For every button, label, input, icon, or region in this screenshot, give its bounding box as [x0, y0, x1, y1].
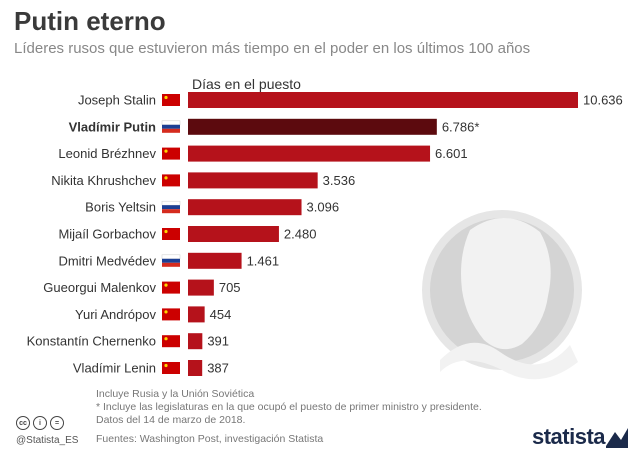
category-label: Boris Yeltsin: [85, 200, 156, 215]
cc-icon: cc: [16, 416, 30, 430]
russia-flag-icon: [162, 205, 180, 210]
value-label: 387: [207, 361, 229, 376]
bar: [188, 252, 242, 269]
value-label: 6.786*: [442, 119, 480, 134]
category-label: Mijaíl Gorbachov: [58, 227, 156, 242]
category-label: Nikita Khrushchev: [51, 173, 156, 188]
chart-subtitle: Líderes rusos que estuvieron más tiempo …: [14, 40, 531, 57]
axis-title: Días en el puesto: [192, 76, 301, 92]
creative-commons-badge[interactable]: cc i =: [16, 416, 64, 430]
twitter-handle[interactable]: @Statista_ES: [16, 435, 79, 446]
ussr-flag-icon: [162, 335, 180, 348]
value-label: 3.096: [307, 200, 340, 215]
ussr-flag-icon: [164, 229, 168, 234]
category-label: Konstantín Chernenko: [27, 334, 156, 349]
russia-flag-icon: [162, 124, 180, 129]
value-label: 391: [207, 334, 229, 349]
value-label: 6.601: [435, 146, 468, 161]
category-label: Dmitri Medvédev: [58, 253, 156, 268]
footnotes: Incluye Rusia y la Unión Soviética * Inc…: [96, 388, 482, 427]
category-label: Gueorgui Malenkov: [43, 280, 156, 295]
bar: [188, 92, 578, 108]
category-label: Vladímir Putin: [69, 119, 156, 134]
ussr-flag-icon: [164, 337, 168, 341]
ussr-flag-icon: [162, 281, 180, 294]
category-label: Vladímir Lenin: [73, 361, 156, 376]
category-label: Joseph Stalin: [78, 93, 156, 108]
value-label: 3.536: [323, 173, 356, 188]
ussr-flag-icon: [162, 308, 180, 321]
no-derivatives-icon: =: [50, 416, 64, 430]
bar: [188, 145, 431, 162]
bar: [188, 333, 203, 350]
ussr-flag-icon: [164, 95, 168, 100]
ussr-flag-icon: [162, 147, 180, 160]
bar: [188, 172, 318, 189]
statista-logo[interactable]: statista: [532, 424, 606, 449]
ussr-flag-icon: [164, 310, 168, 314]
ussr-flag-icon: [162, 228, 180, 240]
ussr-flag-icon: [162, 174, 180, 187]
value-label: 705: [219, 280, 241, 295]
russia-flag-icon: [162, 209, 180, 214]
ussr-flag-icon: [162, 94, 180, 106]
bar: [188, 279, 214, 296]
ussr-flag-icon: [164, 149, 168, 153]
note-line: Incluye Rusia y la Unión Soviética: [96, 388, 255, 400]
statista-logo-icon: [606, 428, 628, 448]
ussr-flag-icon: [164, 363, 168, 368]
value-label: 1.461: [247, 253, 280, 268]
ussr-flag-icon: [164, 176, 168, 180]
russia-flag-icon: [162, 262, 180, 267]
ussr-flag-icon: [164, 283, 168, 287]
value-label: 10.636: [583, 93, 623, 108]
putin-silhouette-icon: [422, 210, 582, 380]
bar: [188, 118, 437, 135]
attribution-icon: i: [33, 416, 47, 430]
note-line: Datos del 14 de marzo de 2018.: [96, 414, 246, 426]
bar: [188, 360, 203, 376]
category-label: Leonid Brézhnev: [58, 146, 156, 161]
bar: [188, 226, 279, 242]
russia-flag-icon: [161, 200, 181, 206]
russia-flag-icon: [162, 258, 180, 263]
bar: [188, 306, 205, 323]
category-label: Yuri Andrópov: [75, 307, 156, 322]
value-label: 454: [210, 307, 232, 322]
russia-flag-icon: [161, 120, 181, 126]
source-text: Fuentes: Washington Post, investigación …: [96, 433, 324, 445]
russia-flag-icon: [162, 128, 180, 133]
note-line: * Incluye las legislaturas en la que ocu…: [96, 401, 482, 413]
bar: [188, 199, 302, 216]
chart-title: Putin eterno: [14, 6, 166, 36]
ussr-flag-icon: [162, 362, 180, 374]
russia-flag-icon: [161, 254, 181, 260]
value-label: 2.480: [284, 227, 317, 242]
